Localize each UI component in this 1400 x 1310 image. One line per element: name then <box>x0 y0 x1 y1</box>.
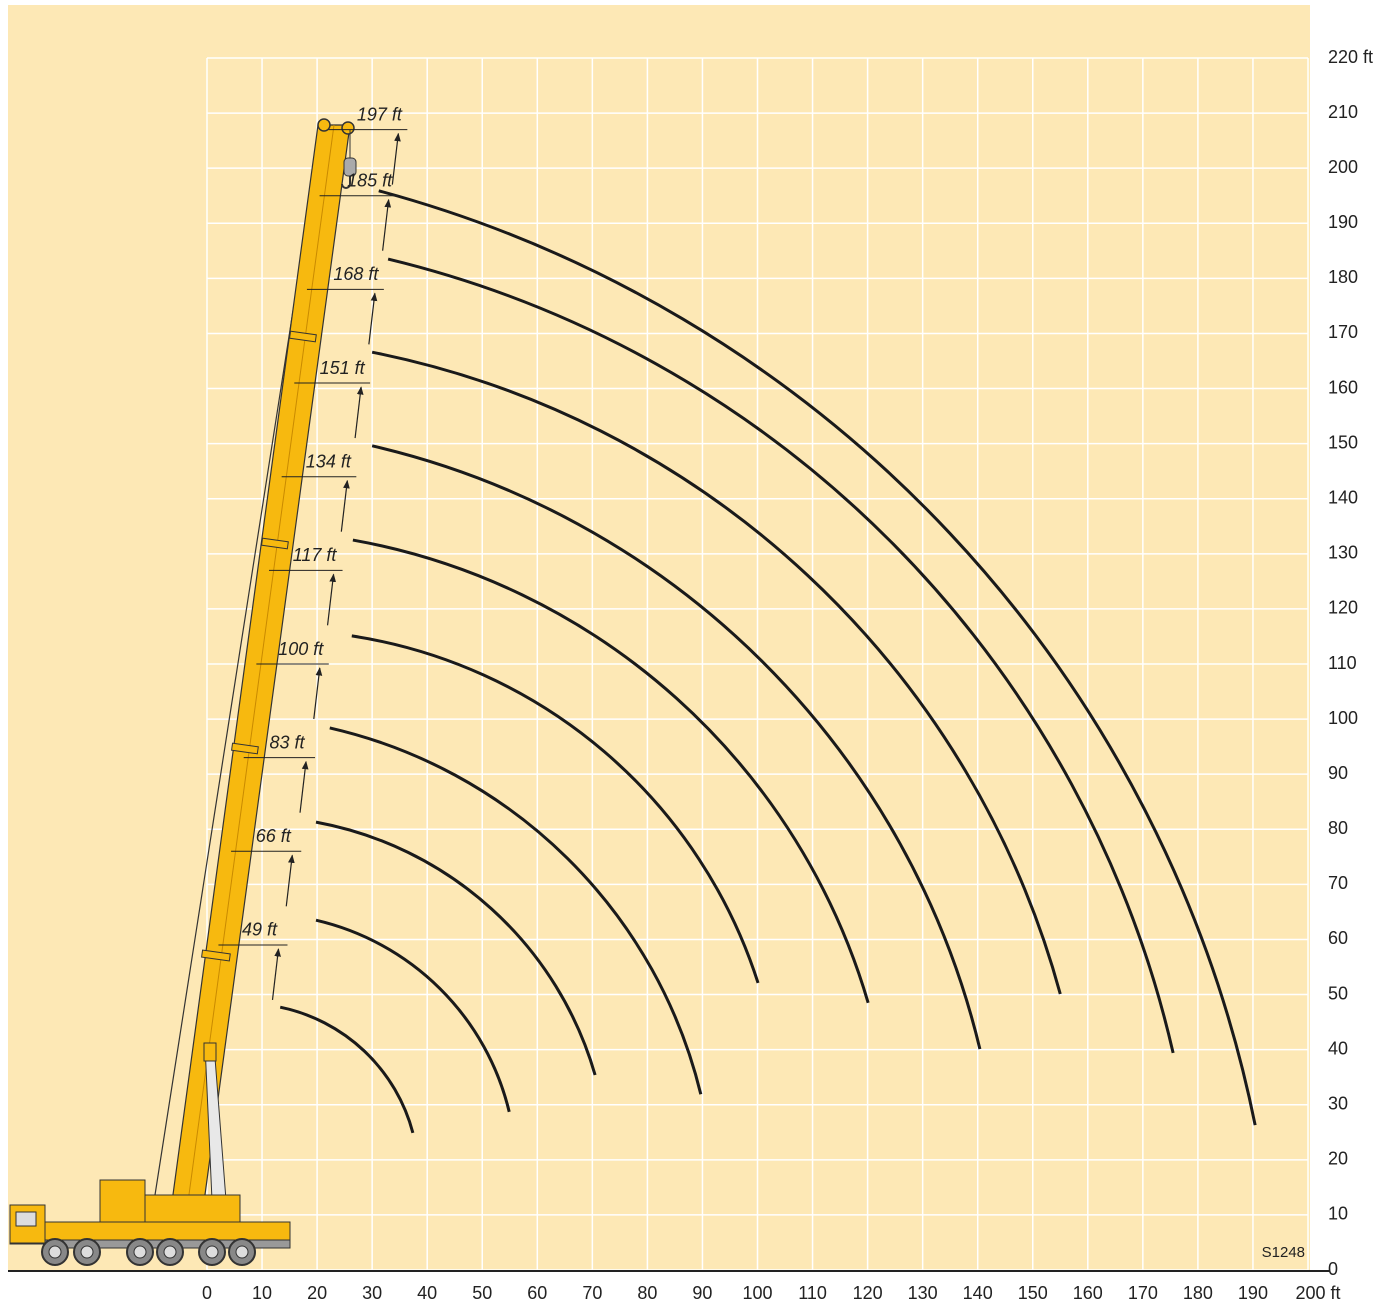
boom-length-label: 49 ft <box>242 920 278 940</box>
x-tick-label: 20 <box>307 1283 327 1303</box>
reach-curve <box>351 634 760 984</box>
x-tick-label: 90 <box>692 1283 712 1303</box>
y-tick-label: 60 <box>1328 928 1348 948</box>
reach-curve <box>315 820 597 1076</box>
grid <box>206 57 1309 1271</box>
axes: 0 10 20 30 40 50 60 70 80 90 100 110 120 130 140 150 160… <box>8 47 1373 1303</box>
reach-curve <box>315 918 511 1113</box>
drawing-code: S1248 <box>1262 1244 1305 1261</box>
plot-background <box>8 5 1310 1270</box>
x-tick-label: 190 <box>1238 1283 1268 1303</box>
y-tick-label: 100 <box>1328 708 1358 728</box>
x-tick-label: 130 <box>908 1283 938 1303</box>
boom-length-label: 134 ft <box>306 451 352 471</box>
boom-length-label: 117 ft <box>293 545 338 565</box>
y-tick-label: 140 <box>1328 487 1358 507</box>
x-tick-label: 60 <box>527 1283 547 1303</box>
y-tick-label: 40 <box>1328 1038 1348 1058</box>
y-tick-label: 120 <box>1328 598 1358 618</box>
boom-labels: 49 ft 66 ft 83 ft 100 ft 117 ft 134 ft 151 ft 1… <box>218 104 408 1001</box>
reach-curve <box>279 1005 415 1134</box>
x-tick-label: 120 <box>853 1283 883 1303</box>
y-tick-label: 170 <box>1328 322 1358 342</box>
y-tick-label: 190 <box>1328 212 1358 232</box>
x-tick-label: 50 <box>472 1283 492 1303</box>
x-tick-label: 150 <box>1018 1283 1048 1303</box>
extension-arrow <box>299 760 309 813</box>
y-tick-label: 30 <box>1328 1093 1348 1113</box>
y-tick-label: 220 ft <box>1328 47 1373 67</box>
extension-arrow <box>313 667 323 720</box>
x-tick-label: 200 ft <box>1295 1283 1340 1303</box>
boom-length-label: 185 ft <box>347 170 393 190</box>
x-tick-label: 110 <box>798 1283 827 1303</box>
reach-curve <box>371 444 982 1050</box>
reach-curve <box>329 726 703 1095</box>
y-tick-label: 50 <box>1328 983 1348 1003</box>
x-tick-label: 30 <box>362 1283 382 1303</box>
boom-length-label: 197 ft <box>357 104 403 124</box>
extension-arrow <box>391 132 401 185</box>
y-tick-label: 90 <box>1328 763 1348 783</box>
reach-curve <box>352 538 870 1004</box>
y-tick-label: 10 <box>1328 1204 1348 1224</box>
y-tick-label: 130 <box>1328 543 1358 563</box>
boom-length-label: 168 ft <box>333 264 379 284</box>
x-tick-label: 80 <box>637 1283 657 1303</box>
x-tick-label: 10 <box>252 1283 272 1303</box>
y-tick-label: 20 <box>1328 1149 1348 1169</box>
x-tick-label: 160 <box>1073 1283 1103 1303</box>
x-tick-label: 70 <box>582 1283 602 1303</box>
extension-arrow <box>368 292 378 345</box>
y-tick-label: 70 <box>1328 873 1348 893</box>
y-tick-label: 180 <box>1328 267 1358 287</box>
boom-length-label: 100 ft <box>278 639 324 659</box>
boom-length-label: 83 ft <box>270 732 306 752</box>
extension-arrow <box>326 573 337 626</box>
x-tick-label: 0 <box>202 1283 212 1303</box>
boom-length-label: 151 ft <box>320 358 366 378</box>
y-tick-label: 200 <box>1328 157 1358 177</box>
x-tick-label: 40 <box>417 1283 437 1303</box>
curves <box>279 189 1257 1134</box>
y-tick-label: 150 <box>1328 432 1358 452</box>
y-tick-label: 160 <box>1328 377 1358 397</box>
reach-curve <box>378 189 1257 1126</box>
y-tick-label: 110 <box>1328 653 1357 673</box>
boom-length-label: 66 ft <box>256 826 292 846</box>
extension-arrow <box>340 479 350 532</box>
x-tick-label: 180 <box>1183 1283 1213 1303</box>
extension-arrow <box>354 386 364 439</box>
x-tick-label: 140 <box>963 1283 993 1303</box>
reach-curve <box>387 257 1175 1054</box>
y-tick-label: 80 <box>1328 818 1348 838</box>
extension-arrow <box>285 854 295 907</box>
x-tick-label: 100 <box>742 1283 772 1303</box>
reach-curve <box>371 350 1062 995</box>
y-tick-label: 0 <box>1328 1259 1338 1279</box>
y-tick-label: 210 <box>1328 102 1358 122</box>
extension-arrow <box>271 948 281 1001</box>
x-tick-label: 170 <box>1128 1283 1158 1303</box>
extension-arrow <box>382 198 392 251</box>
